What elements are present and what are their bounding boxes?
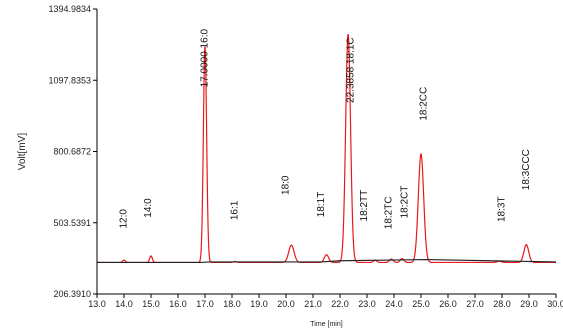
y-tick-label: 1394.9834: [48, 4, 91, 14]
x-tick-label: 25.0: [412, 299, 430, 309]
peak-label: 18:3T: [497, 196, 508, 222]
peak-label: 18:3CCC: [521, 149, 532, 190]
x-tick-label: 13.0: [88, 299, 106, 309]
x-tick-label: 29.0: [520, 299, 538, 309]
peak-label: 17.0000 16:0: [200, 29, 211, 88]
x-tick-label: 21.0: [304, 299, 322, 309]
peak-label: 16:1: [229, 200, 240, 220]
peak-label: 18:2TT: [359, 190, 370, 222]
x-tick-label: 16.0: [169, 299, 187, 309]
x-tick-label: 26.0: [439, 299, 457, 309]
x-tick-label: 15.0: [142, 299, 160, 309]
peak-label: 22.3858 18:1C: [346, 37, 357, 103]
x-tick-label: 24.0: [385, 299, 403, 309]
peak-label: 18:0: [281, 175, 292, 195]
peak-label: 18:2CT: [400, 186, 411, 219]
signal-trace: [97, 34, 556, 264]
y-tick-label: 1097.8353: [48, 75, 91, 85]
peak-label: 14:0: [143, 198, 154, 218]
x-tick-label: 23.0: [358, 299, 376, 309]
y-tick-label: 503.5391: [53, 218, 91, 228]
y-axis-title: Volt[mV]: [17, 133, 28, 170]
x-tick-label: 18.0: [223, 299, 241, 309]
x-tick-label: 20.0: [277, 299, 295, 309]
x-tick-label: 28.0: [493, 299, 511, 309]
peak-label: 18:2TC: [383, 196, 394, 229]
y-tick-label: 800.6872: [53, 147, 91, 157]
peak-label: 18:2CC: [418, 87, 429, 121]
x-tick-label: 17.0: [196, 299, 214, 309]
x-tick-label: 27.0: [466, 299, 484, 309]
y-tick-label: 206.3910: [53, 289, 91, 299]
x-tick-label: 19.0: [250, 299, 268, 309]
peak-label: 12:0: [119, 209, 130, 229]
peak-label: 18:1T: [316, 192, 327, 218]
x-tick-label: 22.0: [331, 299, 349, 309]
x-tick-label: 30.0: [547, 299, 563, 309]
baseline-trace: [97, 258, 557, 264]
x-axis-title: Time [min]: [310, 321, 342, 328]
x-tick-label: 14.0: [115, 299, 133, 309]
